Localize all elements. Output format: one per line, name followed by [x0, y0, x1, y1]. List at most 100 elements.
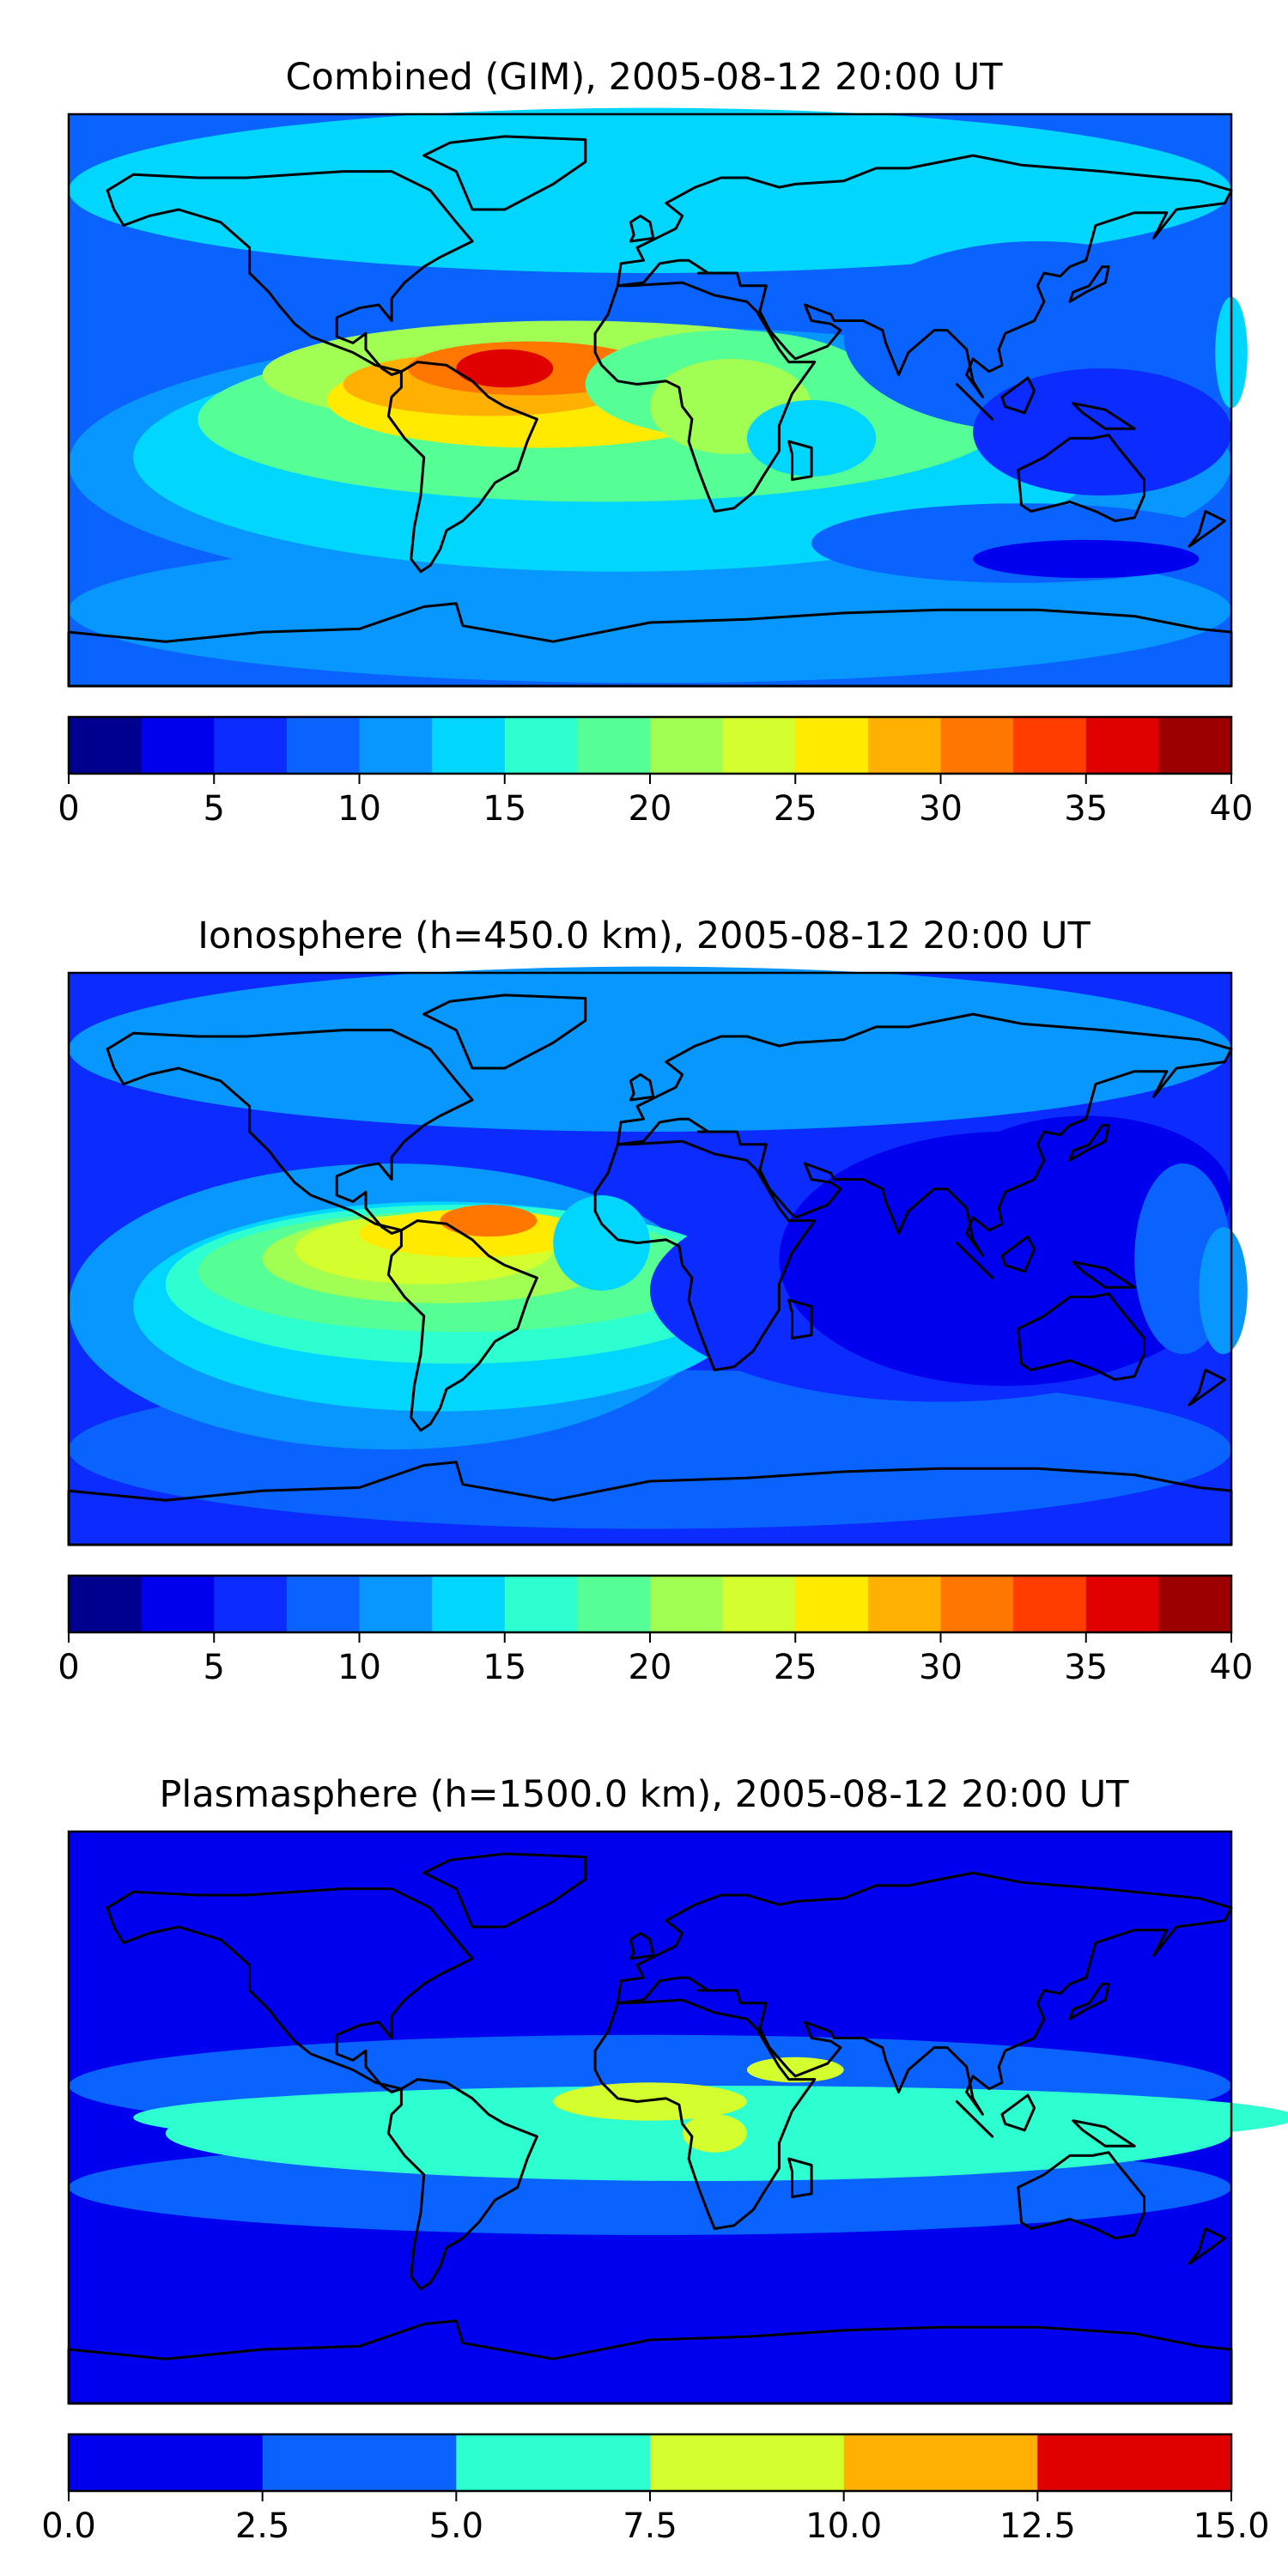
colorbar-tick-label: 7.5	[623, 2506, 677, 2546]
colorbar-swatch-1	[262, 2434, 457, 2491]
colorbar-swatch-14	[1085, 1576, 1159, 1632]
panel-3-title: Plasmasphere (h=1500.0 km), 2005-08-12 2…	[159, 1773, 1129, 1816]
panel-2-map	[67, 966, 1248, 1546]
colorbar-tick-label: 35	[1064, 789, 1108, 829]
colorbar-tick-label: 25	[774, 1648, 817, 1687]
coastline-5	[1017, 434, 1145, 523]
colorbar-tick-label: 2.5	[235, 2506, 290, 2546]
colorbar-tick-label: 20	[629, 789, 672, 829]
panel-2-colorbar: 0 5 10 15 20 25 30 35 40	[58, 1574, 1254, 1687]
colorbar-swatch-4	[843, 2434, 1038, 2491]
colorbar-tick-label: 10	[337, 1648, 381, 1687]
coastline-4	[616, 1871, 1233, 2116]
field-contour-0	[69, 107, 1231, 273]
colorbar-tick-label: 15.0	[1193, 2506, 1269, 2546]
coastline-9	[629, 214, 655, 243]
panel-2-title: Ionosphere (h=450.0 km), 2005-08-12 20:0…	[197, 914, 1091, 957]
field-contour-0	[69, 1847, 1231, 2007]
colorbar-swatch-1	[141, 1576, 215, 1632]
colorbar-swatch-0	[69, 717, 143, 774]
map-frame	[67, 112, 1233, 688]
colorbar-tick-label: 15	[483, 1648, 526, 1687]
panel-1-map	[67, 107, 1248, 688]
coastline-12	[1072, 402, 1136, 430]
coastlines	[67, 993, 1233, 1546]
colorbar-swatch-12	[940, 717, 1014, 774]
colorbar-swatch-9	[722, 717, 796, 774]
colorbar-swatch-10	[795, 717, 869, 774]
tec-field	[69, 1832, 1288, 2403]
coastline-7	[787, 2157, 813, 2198]
coastline-3	[593, 1139, 817, 1371]
tec-field	[69, 966, 1248, 1545]
colorbar-tick-label: 5	[204, 789, 225, 829]
coastline-11	[1000, 376, 1036, 415]
coastline-1	[386, 2078, 538, 2291]
colorbar-swatch-3	[286, 717, 361, 774]
coastline-1	[386, 361, 538, 574]
colorbar-swatch-8	[650, 717, 724, 774]
coastline-7	[787, 1298, 813, 1340]
coastline-2	[422, 135, 587, 211]
field-contour-8	[682, 2114, 747, 2153]
coastline-12	[1072, 2119, 1136, 2148]
panel-3-colorbar: 0.0 2.5 5.0 7.5 10.0 12.5 15.0	[41, 2433, 1270, 2546]
coastline-1	[386, 1219, 538, 1432]
field-contour-12	[746, 400, 877, 477]
field-contour-9	[456, 349, 554, 388]
coastline-8	[1068, 265, 1110, 303]
colorbar-swatch-7	[577, 1576, 651, 1632]
coastline-0	[106, 1887, 474, 2093]
field-contour-9	[440, 1205, 538, 1237]
colorbar-swatch-3	[650, 2434, 845, 2491]
field-contour-1	[69, 2238, 1231, 2391]
colorbar-tick-label: 15	[483, 789, 526, 829]
colorbar-swatch-4	[359, 1576, 433, 1632]
field-contour-16	[973, 539, 1200, 579]
colorbar-tick-label: 35	[1064, 1648, 1108, 1687]
colorbar-tick-label: 0	[58, 789, 79, 829]
colorbar-swatch-1	[141, 717, 215, 774]
coastline-10	[955, 1242, 994, 1279]
colorbar-swatch-8	[650, 1576, 724, 1632]
coastline-5	[1017, 2151, 1145, 2240]
field-contour-15	[1199, 1227, 1248, 1354]
colorbar-tick-label: 40	[1210, 1648, 1254, 1687]
colorbar-tick-label: 40	[1210, 789, 1254, 829]
coastline-9	[629, 1931, 655, 1960]
colorbar-swatch-4	[359, 717, 433, 774]
field-contour-10	[553, 1195, 650, 1291]
coastlines	[67, 1852, 1233, 2405]
coastline-8	[1068, 1124, 1110, 1162]
colorbar-swatch-9	[722, 1576, 796, 1632]
colorbar-tick-label: 30	[919, 1648, 963, 1687]
coastline-2	[422, 1852, 587, 1929]
panel-1-colorbar: 0 5 10 15 20 25 30 35 40	[58, 715, 1254, 829]
colorbar-swatch-13	[1013, 717, 1087, 774]
colorbar-swatch-2	[214, 717, 288, 774]
colorbar-tick-label: 0	[58, 1648, 79, 1687]
coastline-13	[1188, 2227, 1226, 2265]
coastline-10	[955, 2100, 994, 2138]
colorbar-tick-label: 5	[204, 1648, 225, 1687]
coastline-13	[1188, 1369, 1226, 1406]
colorbar-swatch-6	[504, 717, 578, 774]
coastline-12	[1072, 1261, 1136, 1289]
tec-field	[69, 107, 1248, 686]
coastline-4	[616, 1012, 1233, 1257]
colorbar-swatch-15	[1158, 717, 1232, 774]
panel-3-map	[67, 1830, 1288, 2405]
colorbar-swatch-6	[504, 1576, 578, 1632]
colorbar-swatch-13	[1013, 1576, 1087, 1632]
panel-1-title: Combined (GIM), 2005-08-12 20:00 UT	[285, 56, 1003, 99]
colorbar-tick-label: 5.0	[429, 2506, 484, 2546]
coastline-0	[106, 1029, 474, 1235]
colorbar-swatch-7	[577, 717, 651, 774]
colorbar-tick-label: 25	[774, 789, 817, 829]
field-contour-7	[746, 2057, 844, 2083]
colorbar-swatch-5	[432, 1576, 506, 1632]
colorbar-swatch-11	[867, 1576, 942, 1632]
coastline-10	[955, 383, 994, 421]
coastline-5	[1017, 1292, 1145, 1382]
coastline-7	[787, 440, 813, 481]
